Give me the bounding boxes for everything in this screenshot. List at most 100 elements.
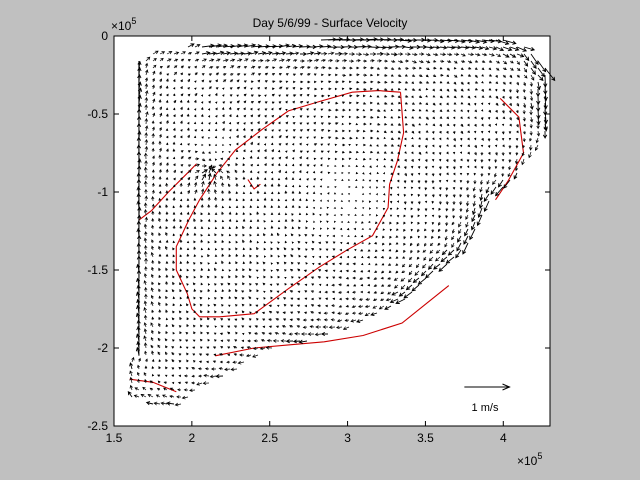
velocity-arrow [388, 256, 392, 260]
velocity-arrow [226, 170, 231, 174]
velocity-arrow [179, 274, 183, 279]
velocity-arrow [283, 254, 287, 258]
velocity-arrow [445, 228, 448, 233]
velocity-arrow [395, 263, 399, 266]
velocity-arrow [516, 46, 528, 52]
velocity-arrow [222, 101, 226, 104]
velocity-arrow [242, 205, 246, 209]
velocity-arrow [375, 200, 378, 203]
velocity-arrow [523, 53, 530, 62]
velocity-arrow [270, 212, 274, 215]
velocity-arrow [221, 143, 225, 146]
velocity-arrow [248, 283, 252, 286]
velocity-arrow [284, 198, 288, 202]
velocity-arrow [312, 227, 316, 230]
velocity-arrow [312, 206, 315, 210]
velocity-arrow [165, 260, 169, 265]
velocity-arrow [214, 121, 218, 125]
velocity-arrow [194, 150, 199, 154]
velocity-arrow [376, 109, 381, 112]
velocity-arrow [516, 53, 525, 58]
velocity-arrow [222, 94, 225, 97]
velocity-arrow [334, 199, 337, 202]
velocity-arrow [292, 100, 295, 104]
velocity-arrow [417, 249, 420, 254]
velocity-arrow [383, 136, 386, 140]
velocity-arrow [199, 303, 203, 307]
velocity-arrow [270, 254, 273, 258]
velocity-arrow [158, 190, 162, 195]
velocity-arrow [456, 242, 462, 252]
velocity-arrow [397, 115, 401, 119]
velocity-arrow [200, 226, 204, 230]
velocity-arrow [509, 60, 514, 64]
velocity-arrow [151, 231, 154, 237]
velocity-arrow [390, 74, 394, 77]
velocity-arrow [509, 53, 517, 58]
velocity-arrow [347, 193, 351, 196]
velocity-arrow [200, 247, 204, 251]
velocity-arrow [362, 52, 370, 57]
velocity-arrow [460, 116, 463, 120]
velocity-arrow [263, 177, 267, 181]
velocity-arrow [397, 165, 401, 168]
velocity-arrow [207, 188, 211, 195]
velocity-arrow [480, 144, 484, 148]
velocity-arrow [201, 87, 205, 90]
velocity-arrow [290, 254, 294, 258]
velocity-arrow [432, 59, 437, 63]
velocity-arrow [355, 101, 360, 105]
velocity-arrow [376, 59, 383, 63]
velocity-arrow [341, 94, 345, 98]
velocity-arrow [208, 73, 213, 76]
velocity-arrow [222, 127, 225, 132]
velocity-arrow [369, 87, 373, 91]
velocity-arrow [373, 284, 378, 287]
velocity-arrow [390, 130, 394, 134]
velocity-arrow [285, 155, 288, 160]
velocity-arrow [501, 109, 505, 114]
velocity-arrow [466, 186, 470, 191]
velocity-arrow [215, 374, 224, 379]
velocity-arrow [257, 135, 261, 139]
velocity-arrow [325, 248, 329, 251]
velocity-arrow [290, 261, 294, 265]
velocity-arrow [339, 241, 343, 245]
velocity-arrow [458, 221, 462, 228]
velocity-arrow [439, 109, 443, 112]
velocity-arrow [173, 99, 177, 104]
velocity-arrow [390, 151, 394, 154]
velocity-arrow [278, 107, 282, 111]
velocity-arrow [339, 255, 343, 259]
velocity-arrow [213, 189, 218, 195]
velocity-arrow [291, 276, 294, 279]
velocity-arrow [235, 233, 238, 237]
velocity-arrow [488, 109, 492, 113]
velocity-arrow [257, 66, 262, 69]
velocity-arrow [370, 136, 374, 140]
velocity-arrow [418, 130, 421, 134]
velocity-arrow [310, 304, 315, 307]
velocity-arrow [495, 74, 498, 79]
velocity-arrow [158, 366, 161, 370]
velocity-arrow [495, 116, 499, 120]
velocity-arrow [249, 254, 252, 258]
velocity-arrow [417, 277, 427, 285]
velocity-arrow [362, 122, 367, 126]
velocity-arrow [285, 80, 289, 84]
velocity-arrow [270, 191, 274, 195]
velocity-arrow [151, 309, 155, 314]
velocity-arrow [212, 165, 217, 169]
velocity-arrow [352, 262, 357, 266]
velocity-arrow [151, 84, 155, 90]
velocity-arrow [488, 151, 491, 156]
velocity-arrow [296, 318, 301, 321]
velocity-arrow [241, 317, 245, 321]
velocity-arrow [252, 354, 259, 358]
velocity-arrow [173, 177, 176, 181]
velocity-arrow [235, 114, 239, 118]
velocity-arrow [397, 87, 401, 91]
velocity-arrow [158, 211, 162, 216]
velocity-arrow [474, 45, 484, 50]
velocity-arrow [425, 60, 431, 64]
